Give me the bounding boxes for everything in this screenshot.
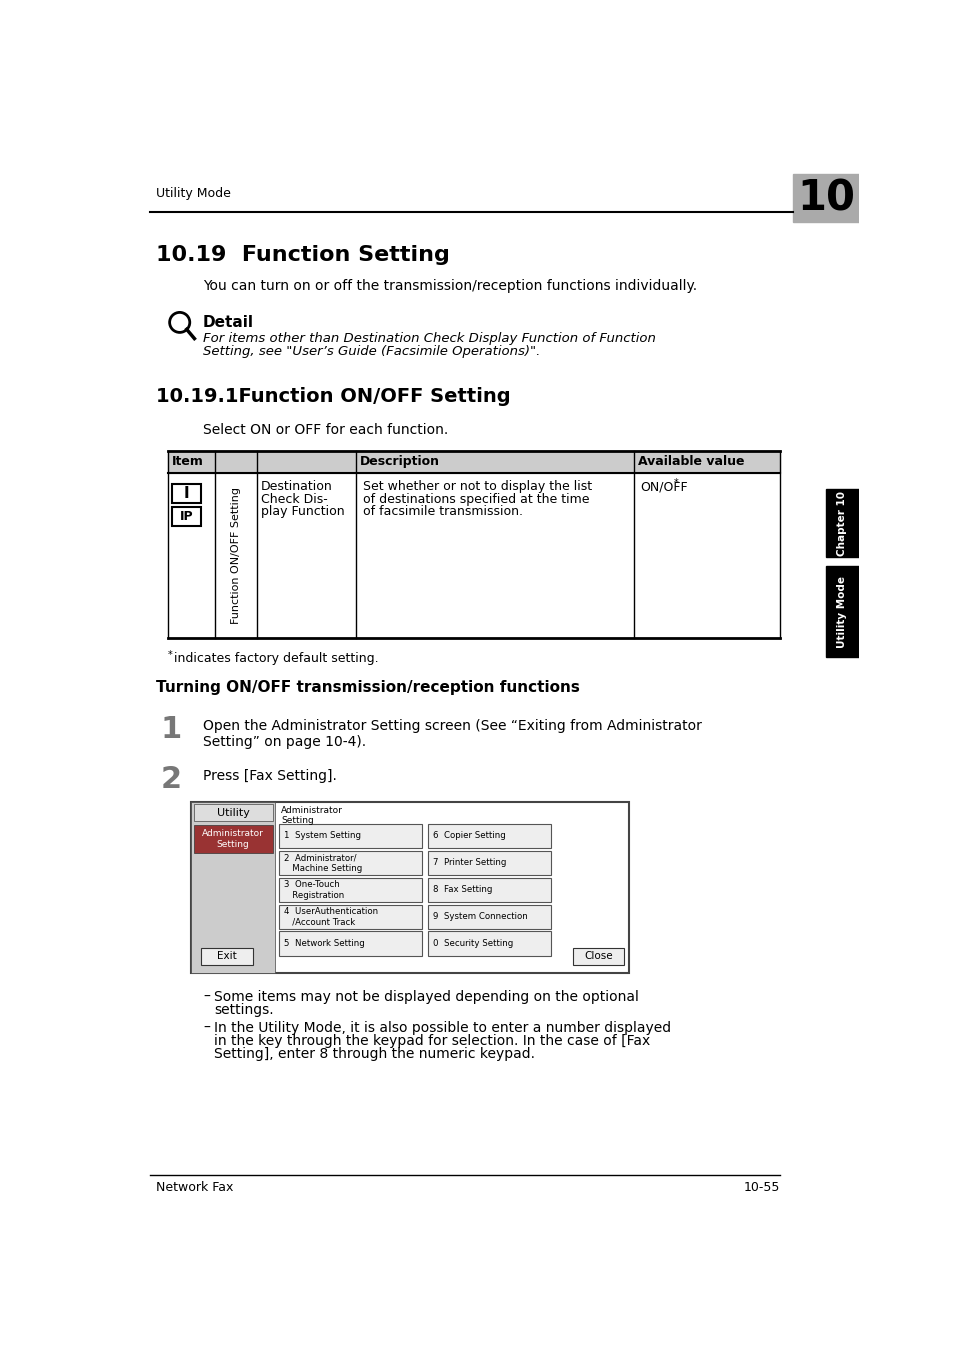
- Text: Setting], enter 8 through the numeric keypad.: Setting], enter 8 through the numeric ke…: [213, 1046, 535, 1061]
- Bar: [172, 507, 201, 526]
- Text: Check Dis-: Check Dis-: [261, 492, 328, 506]
- Text: Close: Close: [584, 950, 613, 961]
- Bar: [278, 823, 422, 848]
- Bar: [193, 825, 273, 853]
- Text: In the Utility Mode, it is also possible to enter a number displayed: In the Utility Mode, it is also possible…: [213, 1021, 670, 1034]
- Text: Set whether or not to display the list: Set whether or not to display the list: [362, 480, 591, 493]
- Text: Chapter 10: Chapter 10: [837, 491, 846, 556]
- Text: 10.19.1Function ON/OFF Setting: 10.19.1Function ON/OFF Setting: [156, 387, 511, 406]
- Text: Network Fax: Network Fax: [156, 1180, 233, 1194]
- Text: Utility Mode: Utility Mode: [837, 576, 846, 648]
- Text: Administrator
Setting: Administrator Setting: [202, 829, 264, 849]
- Text: Some items may not be displayed depending on the optional: Some items may not be displayed dependin…: [213, 990, 638, 1005]
- Text: 3  One-Touch
   Registration: 3 One-Touch Registration: [283, 880, 343, 899]
- Text: Exit: Exit: [217, 950, 236, 961]
- Text: Description: Description: [360, 456, 440, 468]
- Bar: [573, 948, 623, 964]
- Text: 7  Printer Setting: 7 Printer Setting: [433, 859, 506, 868]
- Bar: [428, 877, 550, 902]
- Text: 2: 2: [160, 765, 181, 794]
- Text: 1: 1: [160, 715, 181, 744]
- Bar: [428, 932, 550, 956]
- Text: *: *: [168, 650, 172, 660]
- Bar: [825, 566, 858, 657]
- Text: I: I: [184, 485, 190, 500]
- Text: Turning ON/OFF transmission/reception functions: Turning ON/OFF transmission/reception fu…: [156, 680, 579, 695]
- Text: Open the Administrator Setting screen (See “Exiting from Administrator
Setting” : Open the Administrator Setting screen (S…: [203, 719, 701, 749]
- Text: 1  System Setting: 1 System Setting: [283, 831, 360, 841]
- Text: of destinations specified at the time: of destinations specified at the time: [362, 492, 589, 506]
- Bar: [793, 174, 858, 222]
- Text: Select ON or OFF for each function.: Select ON or OFF for each function.: [203, 422, 448, 437]
- Bar: [278, 850, 422, 875]
- Text: 2  Administrator/
   Machine Setting: 2 Administrator/ Machine Setting: [283, 853, 361, 872]
- Bar: [428, 904, 550, 929]
- Text: Destination: Destination: [261, 480, 333, 493]
- Text: –: –: [203, 990, 210, 1005]
- Text: You can turn on or off the transmission/reception functions individually.: You can turn on or off the transmission/…: [203, 280, 697, 293]
- Text: in the key through the keypad for selection. In the case of [Fax: in the key through the keypad for select…: [213, 1034, 649, 1048]
- Text: Utility: Utility: [216, 808, 250, 818]
- Bar: [192, 802, 274, 973]
- Text: Press [Fax Setting].: Press [Fax Setting].: [203, 769, 336, 783]
- Text: Administrator
Setting: Administrator Setting: [281, 806, 343, 825]
- Text: settings.: settings.: [213, 1003, 274, 1017]
- Text: Detail: Detail: [203, 315, 253, 330]
- Bar: [172, 484, 201, 503]
- Bar: [193, 804, 273, 822]
- Bar: [200, 948, 253, 964]
- Text: 0  Security Setting: 0 Security Setting: [433, 940, 513, 948]
- Text: 6  Copier Setting: 6 Copier Setting: [433, 831, 505, 841]
- Text: 4  UserAuthentication
   /Account Track: 4 UserAuthentication /Account Track: [283, 907, 377, 926]
- Text: For items other than Destination Check Display Function of Function: For items other than Destination Check D…: [203, 331, 655, 345]
- Bar: [192, 802, 629, 973]
- Bar: [278, 904, 422, 929]
- Text: Item: Item: [172, 456, 204, 468]
- Text: of facsimile transmission.: of facsimile transmission.: [362, 504, 522, 518]
- Text: 10-55: 10-55: [743, 1180, 780, 1194]
- Bar: [825, 489, 858, 557]
- Text: *: *: [674, 479, 679, 488]
- Text: Setting, see "User’s Guide (Facsimile Operations)".: Setting, see "User’s Guide (Facsimile Op…: [203, 346, 539, 358]
- Text: 8  Fax Setting: 8 Fax Setting: [433, 886, 492, 895]
- Text: –: –: [203, 1021, 210, 1034]
- Text: 10.19  Function Setting: 10.19 Function Setting: [156, 246, 450, 265]
- Text: 9  System Connection: 9 System Connection: [433, 913, 527, 921]
- Text: Function ON/OFF Setting: Function ON/OFF Setting: [231, 487, 241, 623]
- Text: indicates factory default setting.: indicates factory default setting.: [174, 652, 378, 665]
- Text: IP: IP: [180, 510, 193, 523]
- Text: Available value: Available value: [637, 456, 743, 468]
- Text: play Function: play Function: [261, 504, 344, 518]
- Text: 5  Network Setting: 5 Network Setting: [283, 940, 364, 948]
- Bar: [278, 932, 422, 956]
- Bar: [278, 877, 422, 902]
- Bar: [168, 452, 780, 473]
- Text: ON/OFF: ON/OFF: [639, 480, 687, 493]
- Text: Utility Mode: Utility Mode: [156, 187, 231, 200]
- Text: 10: 10: [796, 177, 854, 219]
- Bar: [428, 850, 550, 875]
- Bar: [428, 823, 550, 848]
